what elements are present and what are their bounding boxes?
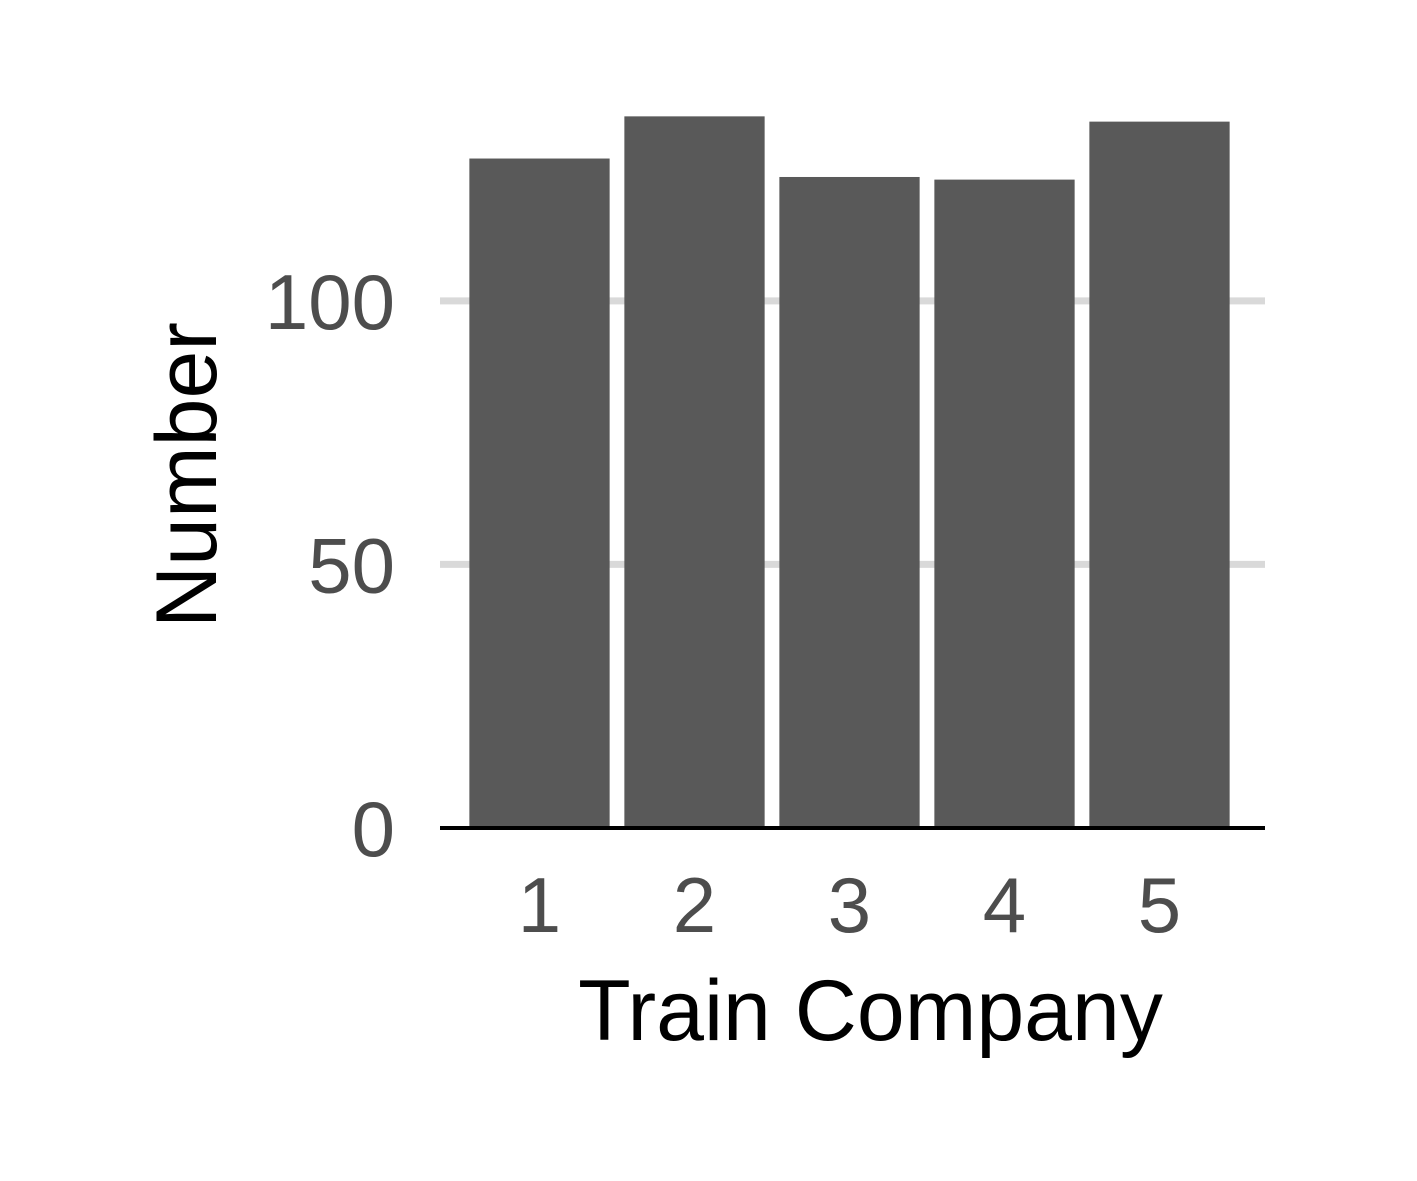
x-tick-label-2: 2 bbox=[673, 861, 716, 949]
y-axis-title: Number bbox=[139, 322, 235, 628]
bar-1 bbox=[469, 158, 610, 828]
x-tick-labels: 1 2 3 4 5 bbox=[518, 861, 1181, 949]
y-tick-label-50: 50 bbox=[308, 521, 395, 609]
bar-5 bbox=[1089, 121, 1230, 829]
x-axis-title: Train Company bbox=[578, 963, 1163, 1059]
x-tick-label-1: 1 bbox=[518, 861, 561, 949]
y-tick-labels: 0 50 100 bbox=[265, 258, 395, 873]
y-tick-label-0: 0 bbox=[352, 785, 395, 873]
x-tick-label-3: 3 bbox=[828, 861, 871, 949]
y-tick-label-100: 100 bbox=[265, 258, 395, 346]
bars bbox=[469, 116, 1230, 829]
bar-2 bbox=[624, 116, 765, 829]
bar-3 bbox=[779, 176, 920, 828]
x-tick-label-4: 4 bbox=[983, 861, 1026, 949]
x-tick-label-5: 5 bbox=[1138, 861, 1181, 949]
bar-4 bbox=[934, 179, 1075, 829]
